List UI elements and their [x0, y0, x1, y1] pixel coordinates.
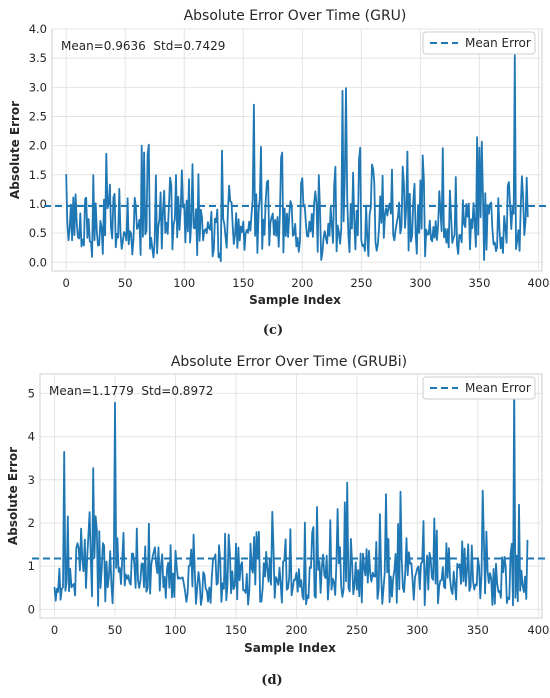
x-tick-label: 50: [108, 623, 123, 637]
x-tick-label: 0: [51, 623, 58, 637]
x-tick-label: 350: [467, 623, 489, 637]
chart-gru-x-ticks: 0 50 100 150 200 250 300 350 400: [63, 276, 550, 290]
y-tick-label: 0.0: [29, 255, 47, 269]
y-tick-label: 1: [28, 559, 35, 573]
x-tick-label: 350: [468, 276, 490, 290]
x-tick-label: 300: [406, 623, 428, 637]
chart-gru-title: Absolute Error Over Time (GRU): [184, 8, 407, 24]
chart-grubi-stats-text: Mean=1.1779 Std=0.8972: [49, 384, 213, 398]
x-tick-label: 100: [165, 623, 187, 637]
chart-gru-legend-label: Mean Error: [465, 36, 531, 50]
y-tick-label: 3.0: [29, 80, 47, 94]
x-tick-label: 200: [291, 276, 313, 290]
y-tick-label: 4: [28, 430, 35, 444]
x-tick-label: 400: [527, 276, 549, 290]
x-tick-label: 0: [63, 276, 70, 290]
chart-gru-caption: (c): [263, 323, 283, 338]
y-tick-label: 0: [28, 602, 35, 616]
chart-gru-error-series: [65, 54, 529, 262]
y-tick-label: 1.0: [29, 197, 47, 211]
chart-grubi: Absolute Error Over Time (GRUBi) 012345 …: [6, 354, 549, 688]
x-tick-label: 150: [232, 276, 254, 290]
chart-gru-y-ticks: 0.0 0.5 1.0 1.5 2.0 2.5 3.0 3.5 4.0: [29, 22, 47, 269]
chart-gru: Absolute Error Over Time (GRU) 0.0 0.5 1.0…: [8, 8, 549, 338]
x-tick-label: 200: [285, 623, 307, 637]
y-tick-label: 1.5: [29, 168, 47, 182]
y-tick-label: 2: [28, 516, 35, 530]
y-tick-label: 2.0: [29, 139, 47, 153]
chart-grubi-error-series: [53, 383, 529, 607]
y-tick-label: 2.5: [29, 109, 47, 123]
x-tick-label: 250: [346, 623, 368, 637]
x-tick-label: 300: [409, 276, 431, 290]
y-tick-label: 3: [28, 473, 35, 487]
chart-grubi-y-axis-label: Absolute Error: [6, 447, 20, 545]
chart-gru-x-axis-label: Sample Index: [249, 293, 341, 307]
y-tick-label: 0.5: [29, 226, 47, 240]
chart-grubi-x-axis-label: Sample Index: [244, 641, 336, 655]
chart-grubi-caption: (d): [261, 673, 282, 688]
x-tick-label: 150: [225, 623, 247, 637]
chart-grubi-title: Absolute Error Over Time (GRUBi): [171, 354, 407, 370]
y-tick-label: 3.5: [29, 51, 47, 65]
y-tick-label: 5: [28, 386, 35, 400]
chart-gru-stats-text: Mean=0.9636 Std=0.7429: [61, 39, 225, 53]
chart-gru-y-axis-label: Absolute Error: [8, 101, 22, 199]
chart-grubi-x-ticks: 0 50 100 150 200 250 300 350 400: [51, 623, 549, 637]
chart-grubi-y-ticks: 0 1 2 3 4 5: [28, 386, 35, 616]
x-tick-label: 250: [350, 276, 372, 290]
x-tick-label: 50: [118, 276, 133, 290]
y-tick-label: 4.0: [29, 22, 47, 36]
chart-grubi-legend-label: Mean Error: [465, 381, 531, 395]
chart-gru-legend: Mean Error: [422, 31, 536, 55]
chart-gru-gridlines: [52, 28, 542, 271]
x-tick-label: 400: [527, 623, 549, 637]
x-tick-label: 100: [173, 276, 195, 290]
chart-grubi-legend: Mean Error: [422, 376, 536, 400]
